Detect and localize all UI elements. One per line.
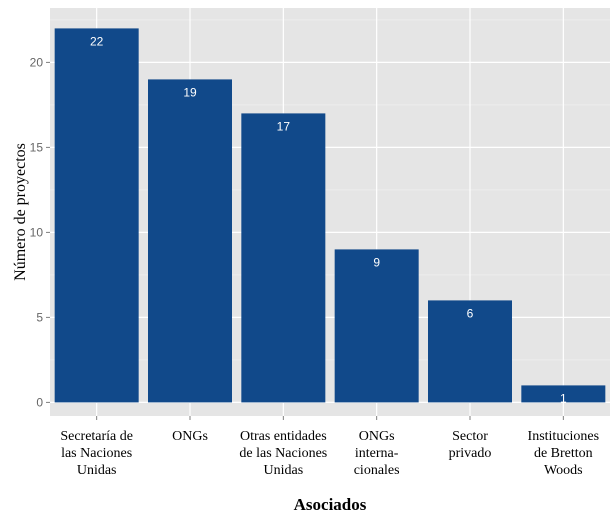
bar-value-label: 9 [373, 255, 380, 269]
plot-panel [50, 8, 610, 416]
x-category-label-line: de las Naciones [239, 446, 327, 461]
y-tick-label: 10 [30, 225, 44, 239]
y-tick-label: 20 [30, 55, 44, 69]
x-category-label-line: Unidas [263, 463, 303, 478]
y-tick-label: 5 [36, 310, 43, 324]
x-category-label-line: privado [449, 446, 492, 461]
x-category-label-line: Sector [452, 429, 488, 444]
data-labels: 22 19 17 9 6 1 [90, 34, 567, 405]
x-category-label-line: Secretaría de [60, 429, 133, 444]
bar-value-label: 22 [90, 34, 104, 48]
bar [521, 385, 606, 403]
y-tick-label: 0 [36, 395, 43, 409]
y-axis-ticks: 0 5 10 15 20 [30, 55, 50, 409]
x-category-label: Sector privado [449, 429, 492, 461]
x-category-label-line: Woods [544, 463, 583, 478]
x-category-label-line: Unidas [77, 463, 117, 478]
bar-value-label: 19 [183, 85, 197, 99]
x-category-label: ONGs interna-cionales [354, 429, 400, 478]
x-category-label-line: las Naciones [61, 446, 132, 461]
x-category-label-line: Otras entidades [240, 429, 327, 444]
minor-gridlines [50, 19, 610, 361]
x-category-label: Instituciones de Bretton Woods [528, 429, 600, 478]
y-tick-label: 15 [30, 140, 44, 154]
bars [54, 28, 606, 403]
bar [428, 300, 512, 403]
bar [334, 249, 419, 403]
bar-value-label: 6 [467, 306, 474, 320]
x-category-label-line: de Bretton [534, 446, 593, 461]
x-category-label-line: ONGs [172, 429, 208, 444]
bar [241, 113, 326, 403]
x-category-label-line: interna- [355, 446, 399, 461]
x-category-label-line: cionales [354, 463, 400, 478]
x-category-label: Otras entidades de las Naciones Unidas [239, 429, 327, 478]
x-category-label: ONGs [172, 429, 208, 444]
bar-value-label: 17 [277, 119, 291, 133]
bar-value-label: 1 [560, 391, 567, 405]
x-category-label-line: ONGs [359, 429, 395, 444]
x-category-label: Secretaría de las Naciones Unidas [60, 429, 133, 478]
x-category-label-line: Instituciones [528, 429, 600, 444]
y-axis-title: Número de proyectos [12, 143, 29, 281]
bar [54, 28, 139, 403]
bar [148, 79, 232, 403]
x-axis-categories: Secretaría de las Naciones Unidas ONGs Otras… [60, 416, 599, 478]
x-axis-title: Asociados [294, 495, 367, 514]
